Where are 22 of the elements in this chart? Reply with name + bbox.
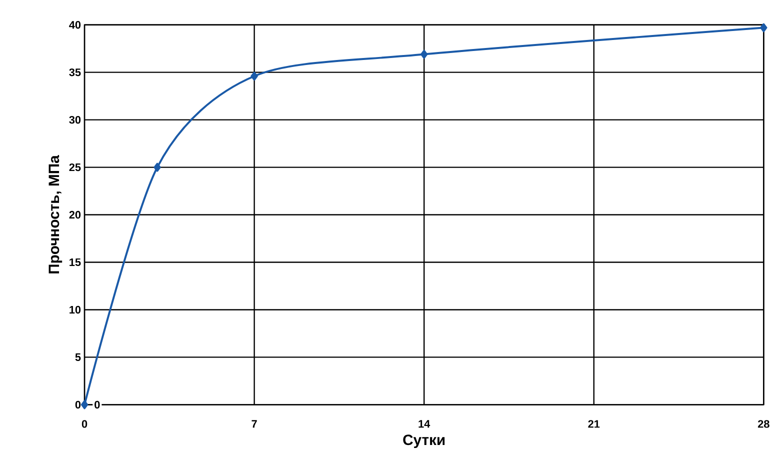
y-tick-label: 20 bbox=[69, 210, 81, 218]
point bbox=[250, 72, 258, 80]
y-axis-title: Прочность, МПа bbox=[48, 154, 62, 274]
y-tick-label: 25 bbox=[69, 163, 81, 172]
point bbox=[80, 400, 88, 410]
y-tick-label: 5 bbox=[75, 353, 81, 361]
y-tick-label: 15 bbox=[70, 258, 81, 266]
point bbox=[154, 162, 161, 172]
x-tick-label: 14 bbox=[418, 420, 430, 428]
y-tick-label: 10 bbox=[70, 306, 81, 314]
y-tick-label: 30 bbox=[69, 116, 81, 124]
x-tick-label: 0 bbox=[82, 420, 88, 428]
data-label: 0 bbox=[94, 400, 100, 408]
point bbox=[760, 23, 768, 32]
x-axis-title: Сутки bbox=[403, 434, 445, 448]
y-tick-label: 0 bbox=[75, 400, 81, 408]
x-tick-label: 7 bbox=[252, 420, 257, 428]
y-tick-label: 35 bbox=[69, 68, 81, 76]
point bbox=[420, 50, 428, 59]
y-tick-label: 40 bbox=[69, 20, 81, 29]
x-tick-label: 21 bbox=[588, 420, 600, 428]
x-tick-label: 28 bbox=[758, 420, 770, 428]
